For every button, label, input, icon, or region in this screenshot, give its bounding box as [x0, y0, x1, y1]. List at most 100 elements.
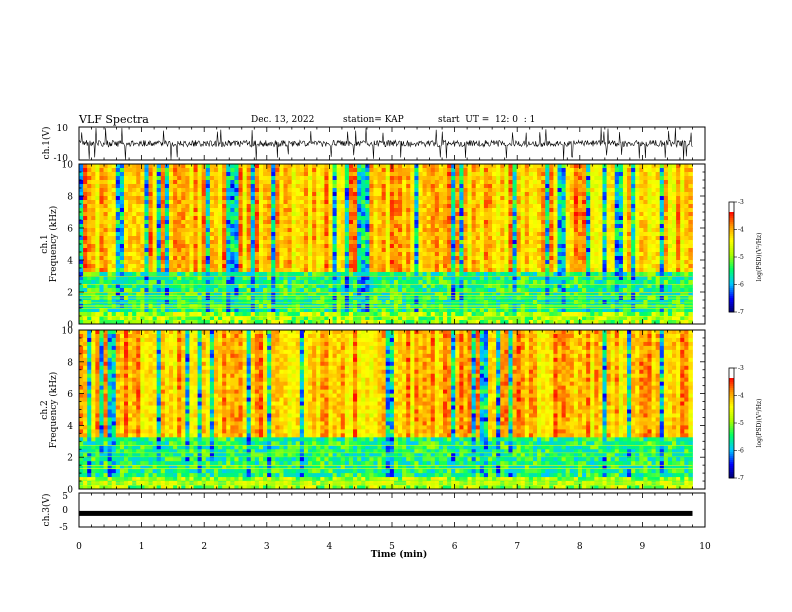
spectrogram-cell-ch1 [573, 224, 579, 229]
spectrogram-cell-ch1 [483, 280, 489, 285]
spectrogram-cell-ch1 [406, 208, 411, 213]
spectrogram-cell-ch1 [537, 288, 542, 293]
spectrogram-cell-ch1 [287, 284, 293, 289]
spectrogram-cell-ch1 [205, 164, 211, 169]
spectrogram-cell-ch1 [168, 284, 174, 289]
spectrogram-cell-ch1 [152, 316, 158, 321]
spectrogram-cell-ch1 [308, 216, 313, 221]
spectrogram-cell-ch1 [189, 260, 194, 265]
spectrogram-cell-ch1 [111, 248, 117, 253]
spectrogram-cell-ch1 [258, 252, 264, 257]
spectrogram-cell-ch1 [160, 216, 166, 221]
spectrogram-cell-ch1 [238, 208, 243, 213]
spectrogram-cell-ch1 [479, 248, 485, 253]
spectrogram-cell-ch1 [111, 272, 117, 277]
spectrogram-cell-ch1 [132, 264, 137, 269]
spectrogram-cell-ch1 [299, 236, 305, 241]
spectrogram-cell-ch1 [475, 188, 481, 193]
spectrogram-cell-ch1 [500, 168, 505, 173]
spectrogram-cell-ch1 [250, 252, 256, 257]
spectrogram-cell-ch1 [467, 240, 473, 245]
spectrogram-cell-ch1 [226, 184, 231, 189]
spectrogram-cell-ch1 [275, 260, 280, 265]
spectrogram-cell-ch1 [561, 224, 567, 229]
spectrogram-cell-ch1 [111, 312, 117, 317]
spectrogram-cell-ch1 [79, 212, 84, 217]
spectrogram-cell-ch1 [156, 284, 162, 289]
spectrogram-cell-ch1 [291, 236, 297, 241]
spectrogram-cell-ch1 [385, 320, 391, 325]
spectrogram-cell-ch1 [160, 320, 166, 325]
spectrogram-cell-ch1 [524, 316, 530, 321]
spectrogram-cell-ch1 [377, 220, 383, 225]
spectrogram-cell-ch1 [291, 196, 297, 201]
spectrogram-cell-ch1 [320, 212, 325, 217]
spectrogram-cell-ch1 [160, 228, 166, 233]
spectrogram-cell-ch1 [213, 260, 219, 265]
spectrogram-cell-ch1 [504, 216, 509, 221]
spectrogram-cell-ch1 [479, 240, 485, 245]
spectrogram-cell-ch1 [316, 232, 321, 237]
spectrogram-cell-ch1 [267, 168, 272, 173]
spectrogram-cell-ch1 [434, 248, 440, 253]
spectrogram-cell-ch1 [348, 196, 354, 201]
spectrogram-cell-ch1 [168, 316, 174, 321]
spectrogram-cell-ch1 [353, 176, 358, 181]
spectrogram-cell-ch1 [541, 276, 546, 281]
spectrogram-cell-ch1 [152, 204, 158, 209]
spectrogram-cell-ch1 [340, 276, 346, 281]
spectrogram-cell-ch1 [369, 292, 374, 297]
spectrogram-cell-ch1 [140, 180, 145, 185]
spectrogram-cell-ch1 [299, 204, 305, 209]
spectrogram-cell-ch1 [156, 176, 162, 181]
spectrogram-cell-ch1 [95, 184, 100, 189]
spectrogram-cell-ch1 [528, 248, 534, 253]
spectrogram-cell-ch1 [557, 268, 562, 273]
spectrogram-cell-ch1 [128, 316, 133, 321]
spectrogram-cell-ch1 [520, 192, 526, 197]
spectrogram-cell-ch1 [532, 288, 538, 293]
spectrogram-cell-ch1 [336, 252, 342, 257]
spectrogram-cell-ch1 [516, 212, 522, 217]
spectrogram-cell-ch1 [353, 168, 358, 173]
spectrogram-cell-ch1 [312, 284, 317, 289]
spectrogram-cell-ch1 [340, 184, 346, 189]
spectrogram-cell-ch1 [258, 172, 264, 177]
spectrogram-cell-ch1 [336, 200, 342, 205]
spectrogram-cell-ch1 [434, 240, 440, 245]
spectrogram-cell-ch1 [103, 236, 109, 241]
spectrogram-cell-ch1 [512, 264, 518, 269]
spectrogram-cell-ch1 [263, 292, 268, 297]
spectrogram-cell-ch1 [287, 172, 293, 177]
spectrogram-cell-ch1 [426, 260, 432, 265]
spectrogram-cell-ch1 [492, 216, 497, 221]
spectrogram-cell-ch1 [418, 180, 423, 185]
spectrogram-cell-ch1 [79, 180, 84, 185]
spectrogram-cell-ch1 [83, 236, 88, 241]
spectrogram-cell-ch1 [250, 168, 256, 173]
spectrogram-cell-ch1 [291, 316, 297, 321]
spectrogram-cell-ch1 [348, 260, 354, 265]
spectrogram-cell-ch1 [516, 288, 522, 293]
spectrogram-cell-ch1 [434, 184, 440, 189]
spectrogram-cell-ch1 [168, 312, 174, 317]
spectrogram-cell-ch1 [353, 276, 358, 281]
spectrogram-cell-ch1 [103, 216, 109, 221]
spectrogram-cell-ch1 [336, 308, 342, 313]
spectrogram-cell-ch1 [316, 248, 321, 253]
spectrogram-cell-ch1 [79, 272, 84, 277]
spectrogram-cell-ch1 [389, 216, 395, 221]
spectrogram-cell-ch1 [263, 192, 268, 197]
spectrogram-cell-ch1 [230, 164, 235, 169]
spectrogram-cell-ch1 [365, 236, 370, 241]
spectrogram-cell-ch1 [332, 264, 338, 269]
spectrogram-cell-ch1 [381, 272, 387, 277]
spectrogram-cell-ch1 [496, 256, 501, 261]
spectrogram-cell-ch1 [254, 316, 260, 321]
spectrogram-cell-ch1 [459, 168, 464, 173]
spectrogram-cell-ch1 [275, 220, 280, 225]
spectrogram-cell-ch1 [107, 308, 113, 313]
spectrogram-cell-ch1 [406, 256, 411, 261]
spectrogram-cell-ch1 [258, 184, 264, 189]
spectrogram-cell-ch1 [373, 268, 378, 273]
